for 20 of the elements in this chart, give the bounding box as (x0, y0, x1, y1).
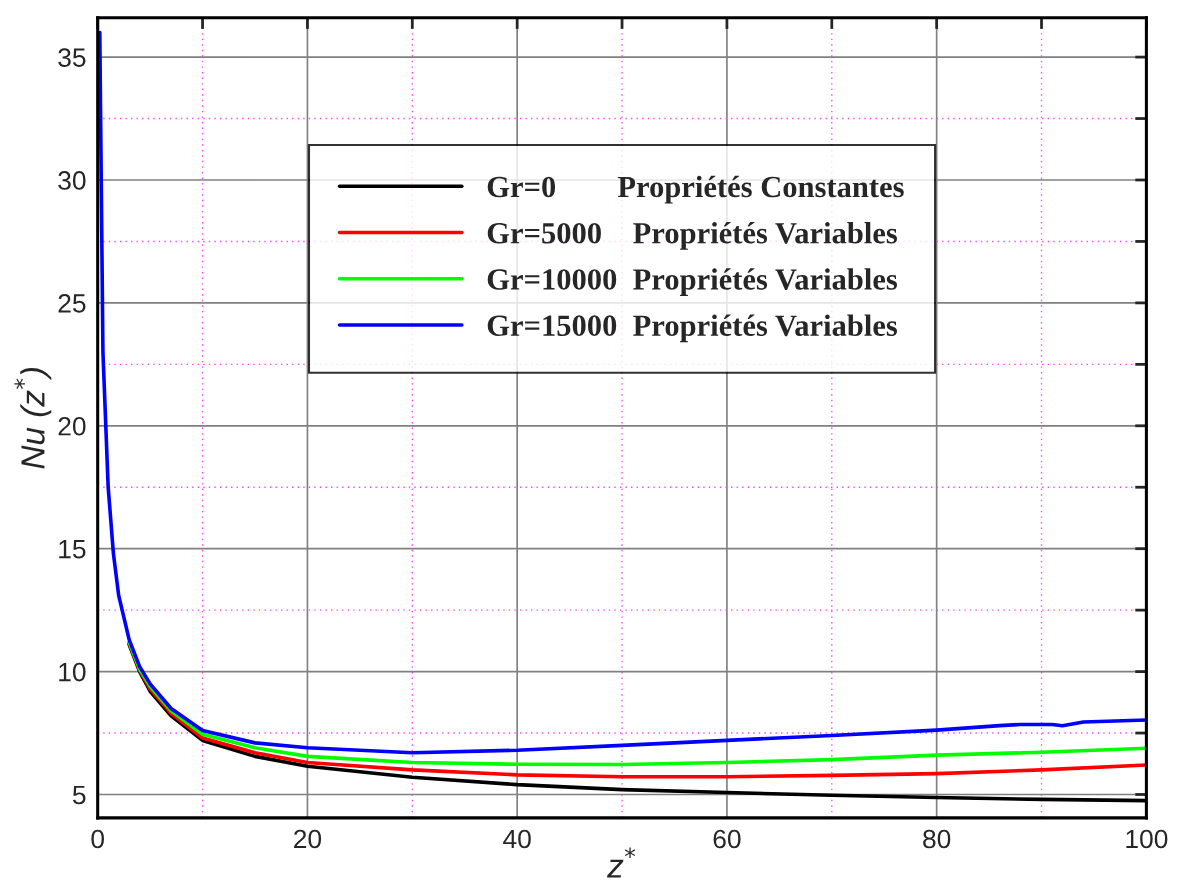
y-tick-label: 10 (59, 662, 86, 682)
x-tick-label: 100 (1126, 829, 1168, 849)
y-tick-label: 30 (58, 171, 86, 190)
y-tick-label: 5 (72, 785, 86, 805)
y-tick-label: 15 (59, 540, 86, 559)
x-axis-title: z$^{*}$ (607, 847, 636, 878)
legend-label: Gr=10000 Propriétés Variables (487, 268, 898, 296)
x-tick-label: 80 (923, 829, 951, 849)
y-tick-label: 35 (58, 48, 86, 67)
x-tick-label: 60 (713, 829, 741, 849)
legend-label: Gr=0 Propriétés Constantes (487, 175, 904, 204)
x-tick-label: 40 (503, 829, 531, 849)
legend-label: Gr=5000 Propriétés Variables (487, 221, 898, 250)
x-tick-label: 0 (91, 829, 104, 849)
legend-label: Gr=15000 Propriétés Variables (487, 314, 898, 343)
line-series (97, 30, 1147, 755)
y-tick-label: 25 (58, 294, 86, 313)
x-tick-label: 20 (294, 829, 322, 849)
y-axis-title: Nu (z$^{*}$) (14, 367, 52, 469)
y-tick-label: 20 (58, 416, 86, 436)
